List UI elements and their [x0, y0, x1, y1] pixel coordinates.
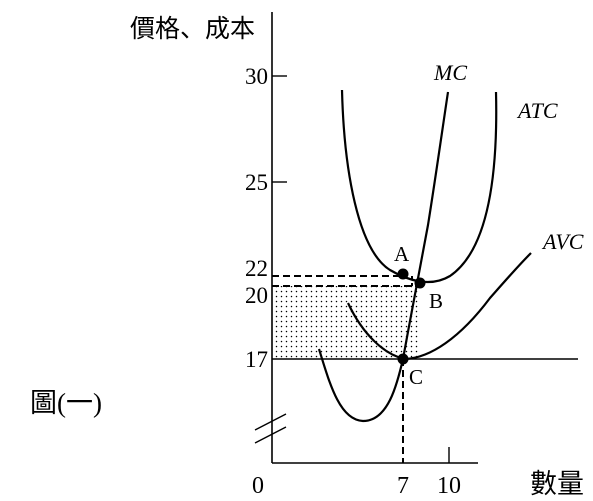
- y-tick-label-25: 25: [245, 170, 268, 195]
- figure-caption: 圖(一): [30, 388, 102, 418]
- axis-break-mark: [254, 413, 287, 431]
- point-b-label: B: [429, 289, 443, 313]
- x-axis-title: 數量: [530, 469, 584, 499]
- point-a-dot: [397, 268, 409, 280]
- x-tick-label-10: 10: [437, 473, 461, 499]
- x-tick-label-7: 7: [397, 473, 409, 499]
- atc-curve: [340, 89, 498, 284]
- point-b-dot: [414, 277, 426, 289]
- y-tick-label-17: 17: [245, 347, 268, 372]
- origin-label: 0: [252, 473, 264, 499]
- atc-label: ATC: [516, 98, 558, 123]
- y-tick-label-22: 22: [245, 256, 268, 281]
- y-tick-label-20: 20: [245, 283, 268, 308]
- point-c-label: C: [409, 365, 423, 389]
- mc-label: MC: [433, 60, 467, 85]
- y-tick-label-30: 30: [245, 64, 268, 89]
- y-axis-title: 價格、成本: [130, 15, 255, 43]
- point-c-dot: [397, 353, 409, 365]
- axis-break-mark: [254, 426, 287, 444]
- shaded-loss-area: [272, 286, 420, 359]
- point-a-label: A: [394, 242, 410, 266]
- mc-curve: [317, 91, 450, 423]
- avc-curve: [347, 252, 532, 361]
- avc-label: AVC: [541, 229, 584, 254]
